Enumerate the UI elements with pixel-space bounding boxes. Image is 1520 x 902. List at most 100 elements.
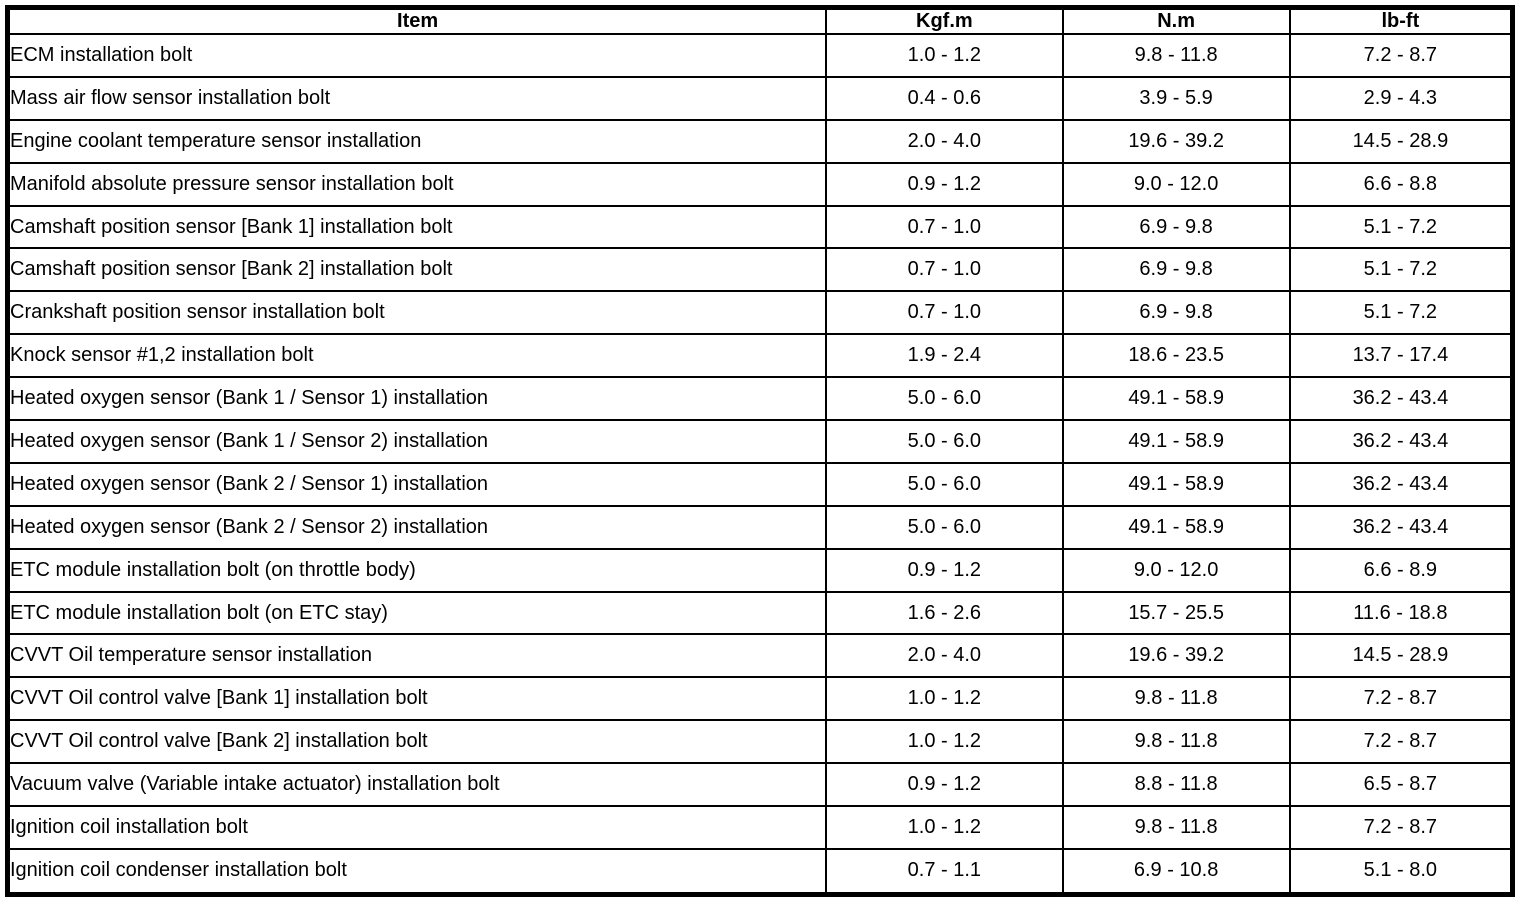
kgfm-value-cell: 1.9 - 2.4	[825, 333, 1064, 379]
table-row: Vacuum valve (Variable intake actuator) …	[6, 762, 1514, 808]
item-cell: Ignition coil installation bolt	[6, 805, 828, 850]
nm-value-cell: 9.8 - 11.8	[1061, 719, 1291, 765]
nm-value-cell: 6.9 - 10.8	[1061, 847, 1291, 896]
nm-value-cell: 19.6 - 39.2	[1061, 118, 1291, 164]
nm-value-cell: 15.7 - 25.5	[1061, 590, 1291, 636]
nm-value-cell: 9.8 - 11.8	[1061, 676, 1291, 722]
nm-value-cell: 9.0 - 12.0	[1061, 161, 1291, 207]
item-cell: CVVT Oil control valve [Bank 1] installa…	[6, 676, 828, 722]
lbft-value-cell: 6.6 - 8.8	[1288, 161, 1514, 207]
kgfm-value-cell: 5.0 - 6.0	[825, 504, 1064, 550]
kgfm-value-cell: 0.7 - 1.0	[825, 290, 1064, 336]
table-row: Heated oxygen sensor (Bank 2 / Sensor 2)…	[6, 504, 1514, 550]
kgfm-value-cell: 2.0 - 4.0	[825, 633, 1064, 679]
kgfm-value-cell: 1.0 - 1.2	[825, 719, 1064, 765]
table-row: CVVT Oil control valve [Bank 2] installa…	[6, 719, 1514, 765]
lbft-value-cell: 5.1 - 7.2	[1288, 247, 1514, 293]
kgfm-value-cell: 0.7 - 1.0	[825, 204, 1064, 250]
nm-value-cell: 6.9 - 9.8	[1061, 204, 1291, 250]
table-row: Crankshaft position sensor installation …	[6, 290, 1514, 336]
lbft-value-cell: 5.1 - 8.0	[1288, 847, 1514, 896]
lbft-value-cell: 7.2 - 8.7	[1288, 676, 1514, 722]
kgfm-value-cell: 1.0 - 1.2	[825, 805, 1064, 850]
kgfm-value-cell: 5.0 - 6.0	[825, 461, 1064, 507]
nm-value-cell: 6.9 - 9.8	[1061, 247, 1291, 293]
nm-value-cell: 9.0 - 12.0	[1061, 547, 1291, 593]
nm-value-cell: 9.8 - 11.8	[1061, 33, 1291, 78]
nm-value-cell: 19.6 - 39.2	[1061, 633, 1291, 679]
kgfm-value-cell: 1.0 - 1.2	[825, 33, 1064, 78]
torque-spec-table: Item Kgf.m N.m lb-ft ECM installation bo…	[5, 5, 1515, 897]
table-row: ECM installation bolt 1.0 - 1.2 9.8 - 11.8…	[6, 33, 1514, 78]
item-cell: Crankshaft position sensor installation …	[6, 290, 828, 336]
lbft-value-cell: 5.1 - 7.2	[1288, 290, 1514, 336]
item-cell: ETC module installation bolt (on ETC sta…	[6, 590, 828, 636]
nm-value-cell: 49.1 - 58.9	[1061, 419, 1291, 464]
table-row: Camshaft position sensor [Bank 1] instal…	[6, 204, 1514, 250]
column-header-kgfm: Kgf.m	[825, 6, 1064, 35]
item-cell: Heated oxygen sensor (Bank 2 / Sensor 2)…	[6, 504, 828, 550]
kgfm-value-cell: 0.7 - 1.0	[825, 247, 1064, 293]
table-row: ETC module installation bolt (on throttl…	[6, 547, 1514, 593]
lbft-value-cell: 14.5 - 28.9	[1288, 118, 1514, 164]
table-row: Knock sensor #1,2 installation bolt 1.9 -…	[6, 333, 1514, 379]
kgfm-value-cell: 0.7 - 1.1	[825, 847, 1064, 896]
lbft-value-cell: 13.7 - 17.4	[1288, 333, 1514, 379]
kgfm-value-cell: 0.9 - 1.2	[825, 762, 1064, 808]
table-row: Heated oxygen sensor (Bank 2 / Sensor 1)…	[6, 461, 1514, 507]
nm-value-cell: 49.1 - 58.9	[1061, 461, 1291, 507]
item-cell: Engine coolant temperature sensor instal…	[6, 118, 828, 164]
item-cell: Camshaft position sensor [Bank 2] instal…	[6, 247, 828, 293]
lbft-value-cell: 6.5 - 8.7	[1288, 762, 1514, 808]
column-header-nm: N.m	[1061, 6, 1291, 35]
table-row: Ignition coil condenser installation bol…	[6, 847, 1514, 896]
item-cell: ETC module installation bolt (on throttl…	[6, 547, 828, 593]
lbft-value-cell: 7.2 - 8.7	[1288, 33, 1514, 78]
lbft-value-cell: 11.6 - 18.8	[1288, 590, 1514, 636]
lbft-value-cell: 14.5 - 28.9	[1288, 633, 1514, 679]
nm-value-cell: 18.6 - 23.5	[1061, 333, 1291, 379]
lbft-value-cell: 5.1 - 7.2	[1288, 204, 1514, 250]
kgfm-value-cell: 0.9 - 1.2	[825, 547, 1064, 593]
kgfm-value-cell: 0.9 - 1.2	[825, 161, 1064, 207]
nm-value-cell: 8.8 - 11.8	[1061, 762, 1291, 808]
table-row: Mass air flow sensor installation bolt 0.…	[6, 75, 1514, 121]
lbft-value-cell: 6.6 - 8.9	[1288, 547, 1514, 593]
item-cell: Vacuum valve (Variable intake actuator) …	[6, 762, 828, 808]
lbft-value-cell: 36.2 - 43.4	[1288, 419, 1514, 464]
kgfm-value-cell: 5.0 - 6.0	[825, 419, 1064, 464]
table-row: ETC module installation bolt (on ETC sta…	[6, 590, 1514, 636]
item-cell: Mass air flow sensor installation bolt	[6, 75, 828, 121]
item-cell: CVVT Oil temperature sensor installation	[6, 633, 828, 679]
nm-value-cell: 49.1 - 58.9	[1061, 504, 1291, 550]
lbft-value-cell: 2.9 - 4.3	[1288, 75, 1514, 121]
kgfm-value-cell: 0.4 - 0.6	[825, 75, 1064, 121]
nm-value-cell: 49.1 - 58.9	[1061, 376, 1291, 422]
nm-value-cell: 3.9 - 5.9	[1061, 75, 1291, 121]
table-body: ECM installation bolt 1.0 - 1.2 9.8 - 11.8…	[6, 33, 1514, 896]
nm-value-cell: 6.9 - 9.8	[1061, 290, 1291, 336]
column-header-lbft: lb-ft	[1288, 6, 1514, 35]
table-row: CVVT Oil control valve [Bank 1] installa…	[6, 676, 1514, 722]
table-header: Item Kgf.m N.m lb-ft	[6, 6, 1514, 35]
column-header-item: Item	[6, 6, 828, 35]
table-row: Camshaft position sensor [Bank 2] instal…	[6, 247, 1514, 293]
kgfm-value-cell: 2.0 - 4.0	[825, 118, 1064, 164]
table-header-row: Item Kgf.m N.m lb-ft	[6, 6, 1514, 35]
kgfm-value-cell: 1.6 - 2.6	[825, 590, 1064, 636]
lbft-value-cell: 36.2 - 43.4	[1288, 376, 1514, 422]
item-cell: Heated oxygen sensor (Bank 1 / Sensor 2)…	[6, 419, 828, 464]
nm-value-cell: 9.8 - 11.8	[1061, 805, 1291, 850]
lbft-value-cell: 36.2 - 43.4	[1288, 461, 1514, 507]
lbft-value-cell: 36.2 - 43.4	[1288, 504, 1514, 550]
table-row: Engine coolant temperature sensor instal…	[6, 118, 1514, 164]
kgfm-value-cell: 5.0 - 6.0	[825, 376, 1064, 422]
item-cell: CVVT Oil control valve [Bank 2] installa…	[6, 719, 828, 765]
table-row: Ignition coil installation bolt 1.0 - 1.2…	[6, 805, 1514, 850]
lbft-value-cell: 7.2 - 8.7	[1288, 805, 1514, 850]
table-row: Manifold absolute pressure sensor instal…	[6, 161, 1514, 207]
item-cell: Knock sensor #1,2 installation bolt	[6, 333, 828, 379]
item-cell: Manifold absolute pressure sensor instal…	[6, 161, 828, 207]
item-cell: Heated oxygen sensor (Bank 1 / Sensor 1)…	[6, 376, 828, 422]
